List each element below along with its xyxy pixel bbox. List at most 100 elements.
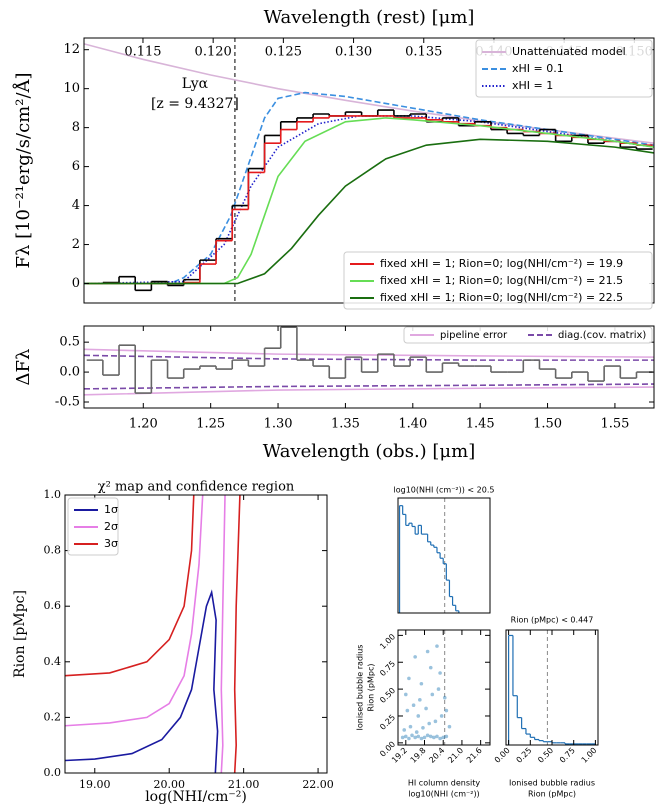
y-tick-label: 0.5: [59, 335, 80, 350]
x-tick-label: 21.6: [465, 746, 484, 765]
x2-tick-label: 0.120: [195, 45, 232, 60]
scatter-point: [428, 734, 433, 739]
y-tick-label: 2: [72, 237, 80, 252]
x-axis-label: Wavelength (obs.) [μm]: [263, 441, 475, 462]
series-line: [84, 91, 654, 285]
x-tick-label: 1.50: [533, 417, 562, 432]
y-axis-label: Fλ [10⁻²¹erg/s/cm²/Å]: [12, 72, 34, 268]
x-tick-label: 1.55: [600, 417, 629, 432]
y-axis-label: ΔFλ: [13, 349, 34, 386]
y-tick-label: 0.2: [44, 710, 62, 723]
y-tick-label: 1.00: [378, 632, 397, 651]
y-tick-label: 4: [72, 198, 80, 213]
plot-area: [65, 495, 241, 773]
y-tick-label: 0.8: [44, 544, 62, 557]
x-tick-label: 21.00: [228, 778, 260, 791]
scatter-point: [405, 708, 410, 713]
y-tick-label: 6: [72, 159, 80, 174]
scatter-point: [435, 644, 439, 648]
scatter-point: [447, 724, 452, 729]
plot-area: [398, 498, 460, 613]
legend-label: 1σ: [104, 503, 118, 516]
scatter-point: [410, 733, 414, 738]
scatter-point: [444, 708, 449, 713]
series-line: [84, 138, 654, 285]
x2-tick-label: 0.125: [265, 45, 302, 60]
y-tick-label: 0: [72, 276, 80, 291]
x-tick-label: 20.4: [427, 746, 446, 765]
legend-label: Unattenuated model: [512, 45, 626, 58]
x-tick-label: 0.75: [558, 746, 577, 765]
scatter-point: [408, 724, 413, 729]
y-tick-label: 8: [72, 120, 80, 135]
legend-label: xHI = 1: [512, 79, 553, 92]
scatter-point: [435, 734, 439, 739]
x2-axis-label: Wavelength (rest) [μm]: [264, 7, 475, 28]
x-tick-label: 0.00: [493, 746, 512, 765]
x-tick-label: 22.00: [302, 778, 334, 791]
chart-title: log10(NHI (cm⁻²)) < 20.5: [394, 486, 495, 495]
legend-box: [343, 251, 653, 310]
legend-label: 2σ: [104, 520, 118, 533]
chart-title: χ² map and confidence region: [98, 480, 295, 495]
x-axis-label: HI column density: [408, 779, 481, 788]
y-tick-label: 0.25: [378, 713, 397, 732]
series-line: [84, 117, 654, 285]
annotation: Lyα: [182, 76, 209, 92]
x-tick-label: 0.25: [515, 746, 534, 765]
scatter-point: [444, 734, 449, 739]
plot-area: [400, 630, 452, 745]
y-tick-label: 1.0: [44, 488, 62, 501]
scatter-point: [433, 719, 438, 724]
x-tick-label: 1.45: [466, 417, 495, 432]
scatter-point: [428, 665, 433, 670]
x-tick-label: 1.35: [331, 417, 360, 432]
plot-frame: [505, 629, 599, 746]
legend-label: fixed xHI = 1; Rion=0; log(NHI/cm⁻²) = 2…: [380, 274, 623, 287]
x-tick-label: 21.0: [446, 746, 465, 765]
plot-frame: [83, 325, 655, 409]
scatter-point: [419, 736, 424, 741]
x-tick-label: 19.00: [79, 778, 111, 791]
scatter-point: [407, 676, 411, 681]
x2-tick-label: 0.130: [335, 45, 372, 60]
y-tick-label: 12: [63, 42, 80, 57]
x-axis-label: Rion (pMpc): [528, 790, 576, 799]
plot-area: [84, 38, 654, 303]
legend-label: fixed xHI = 1; Rion=0; log(NHI/cm⁻²) = 1…: [380, 257, 623, 270]
x-axis-label: Ionised bubble radius: [509, 779, 595, 788]
scatter-point: [403, 692, 408, 697]
scatter-point: [400, 735, 405, 740]
x-tick-label: 1.20: [129, 417, 158, 432]
scatter-point: [436, 687, 441, 691]
scatter-point: [403, 734, 408, 739]
scatter-point: [414, 730, 419, 734]
x-tick-label: 0.50: [536, 746, 555, 765]
y-tick-label: 0.4: [44, 655, 62, 668]
annotation: [z = 9.4327]: [151, 96, 239, 112]
chart-title: Rion (pMpc) < 0.447: [511, 616, 594, 625]
y-tick-label: 0.75: [378, 659, 397, 678]
plot-frame: [64, 494, 328, 774]
y-tick-label: 10: [63, 81, 80, 96]
y-tick-label: 0.0: [59, 365, 80, 380]
y-axis-label: Rion (pMpc): [367, 664, 376, 712]
series-line: [84, 115, 654, 285]
legend-label: pipeline error: [440, 330, 508, 341]
x-tick-label: 1.30: [264, 417, 293, 432]
scatter-point: [416, 734, 421, 739]
legend-box: [475, 39, 653, 98]
scatter-point: [439, 714, 444, 718]
plot-area: [508, 630, 596, 745]
scatter-point: [419, 681, 424, 686]
scatter-point: [411, 703, 416, 708]
x-tick-label: 1.00: [580, 746, 599, 765]
scatter-point: [418, 698, 422, 702]
x-axis-label: log10(NHI (cm⁻²)): [408, 790, 479, 799]
scatter-point: [425, 649, 430, 654]
y-tick-label: 0.6: [44, 599, 62, 612]
x-tick-label: 19.8: [409, 746, 428, 765]
scatter-point: [416, 714, 421, 718]
legend-label: diag.(cov. matrix): [558, 330, 646, 341]
